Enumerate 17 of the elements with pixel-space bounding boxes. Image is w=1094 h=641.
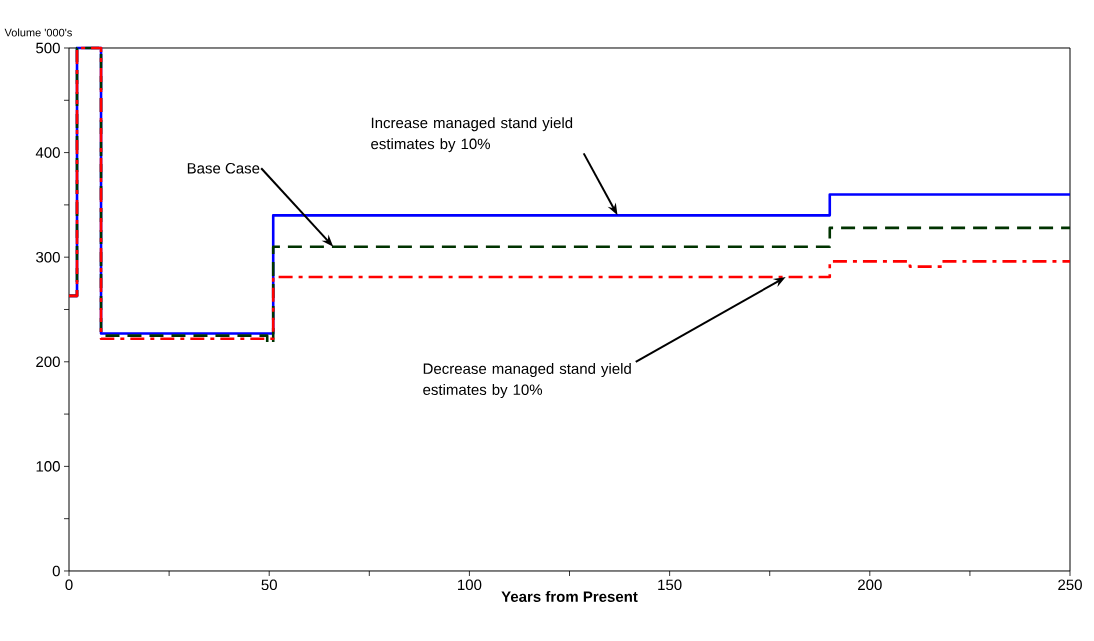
y-tick-label: 500: [36, 42, 60, 54]
y-tick-label: 400: [35, 147, 60, 158]
x-tick-label: 250: [1058, 579, 1082, 591]
x-axis-title: Years from Present: [501, 590, 638, 602]
y-tick-label: 300: [36, 251, 60, 263]
x-tick-label: 150: [658, 579, 682, 591]
annotation: Base Case: [187, 162, 260, 174]
annotation: Decrease managed stand yield estimates by 10%: [423, 362, 631, 398]
y-axis-title: Volume '000's: [4, 28, 72, 37]
annotation: Increase managed stand yield estimates by 10%: [371, 117, 573, 153]
x-tick-label: 0: [65, 579, 73, 591]
x-tick-label: 100: [458, 579, 482, 591]
x-tick-label: 50: [261, 579, 277, 591]
x-tick-label: 200: [858, 579, 882, 591]
y-tick-label: 100: [36, 461, 60, 472]
y-tick-label: 0: [52, 565, 60, 577]
y-tick-label: 200: [36, 356, 60, 368]
